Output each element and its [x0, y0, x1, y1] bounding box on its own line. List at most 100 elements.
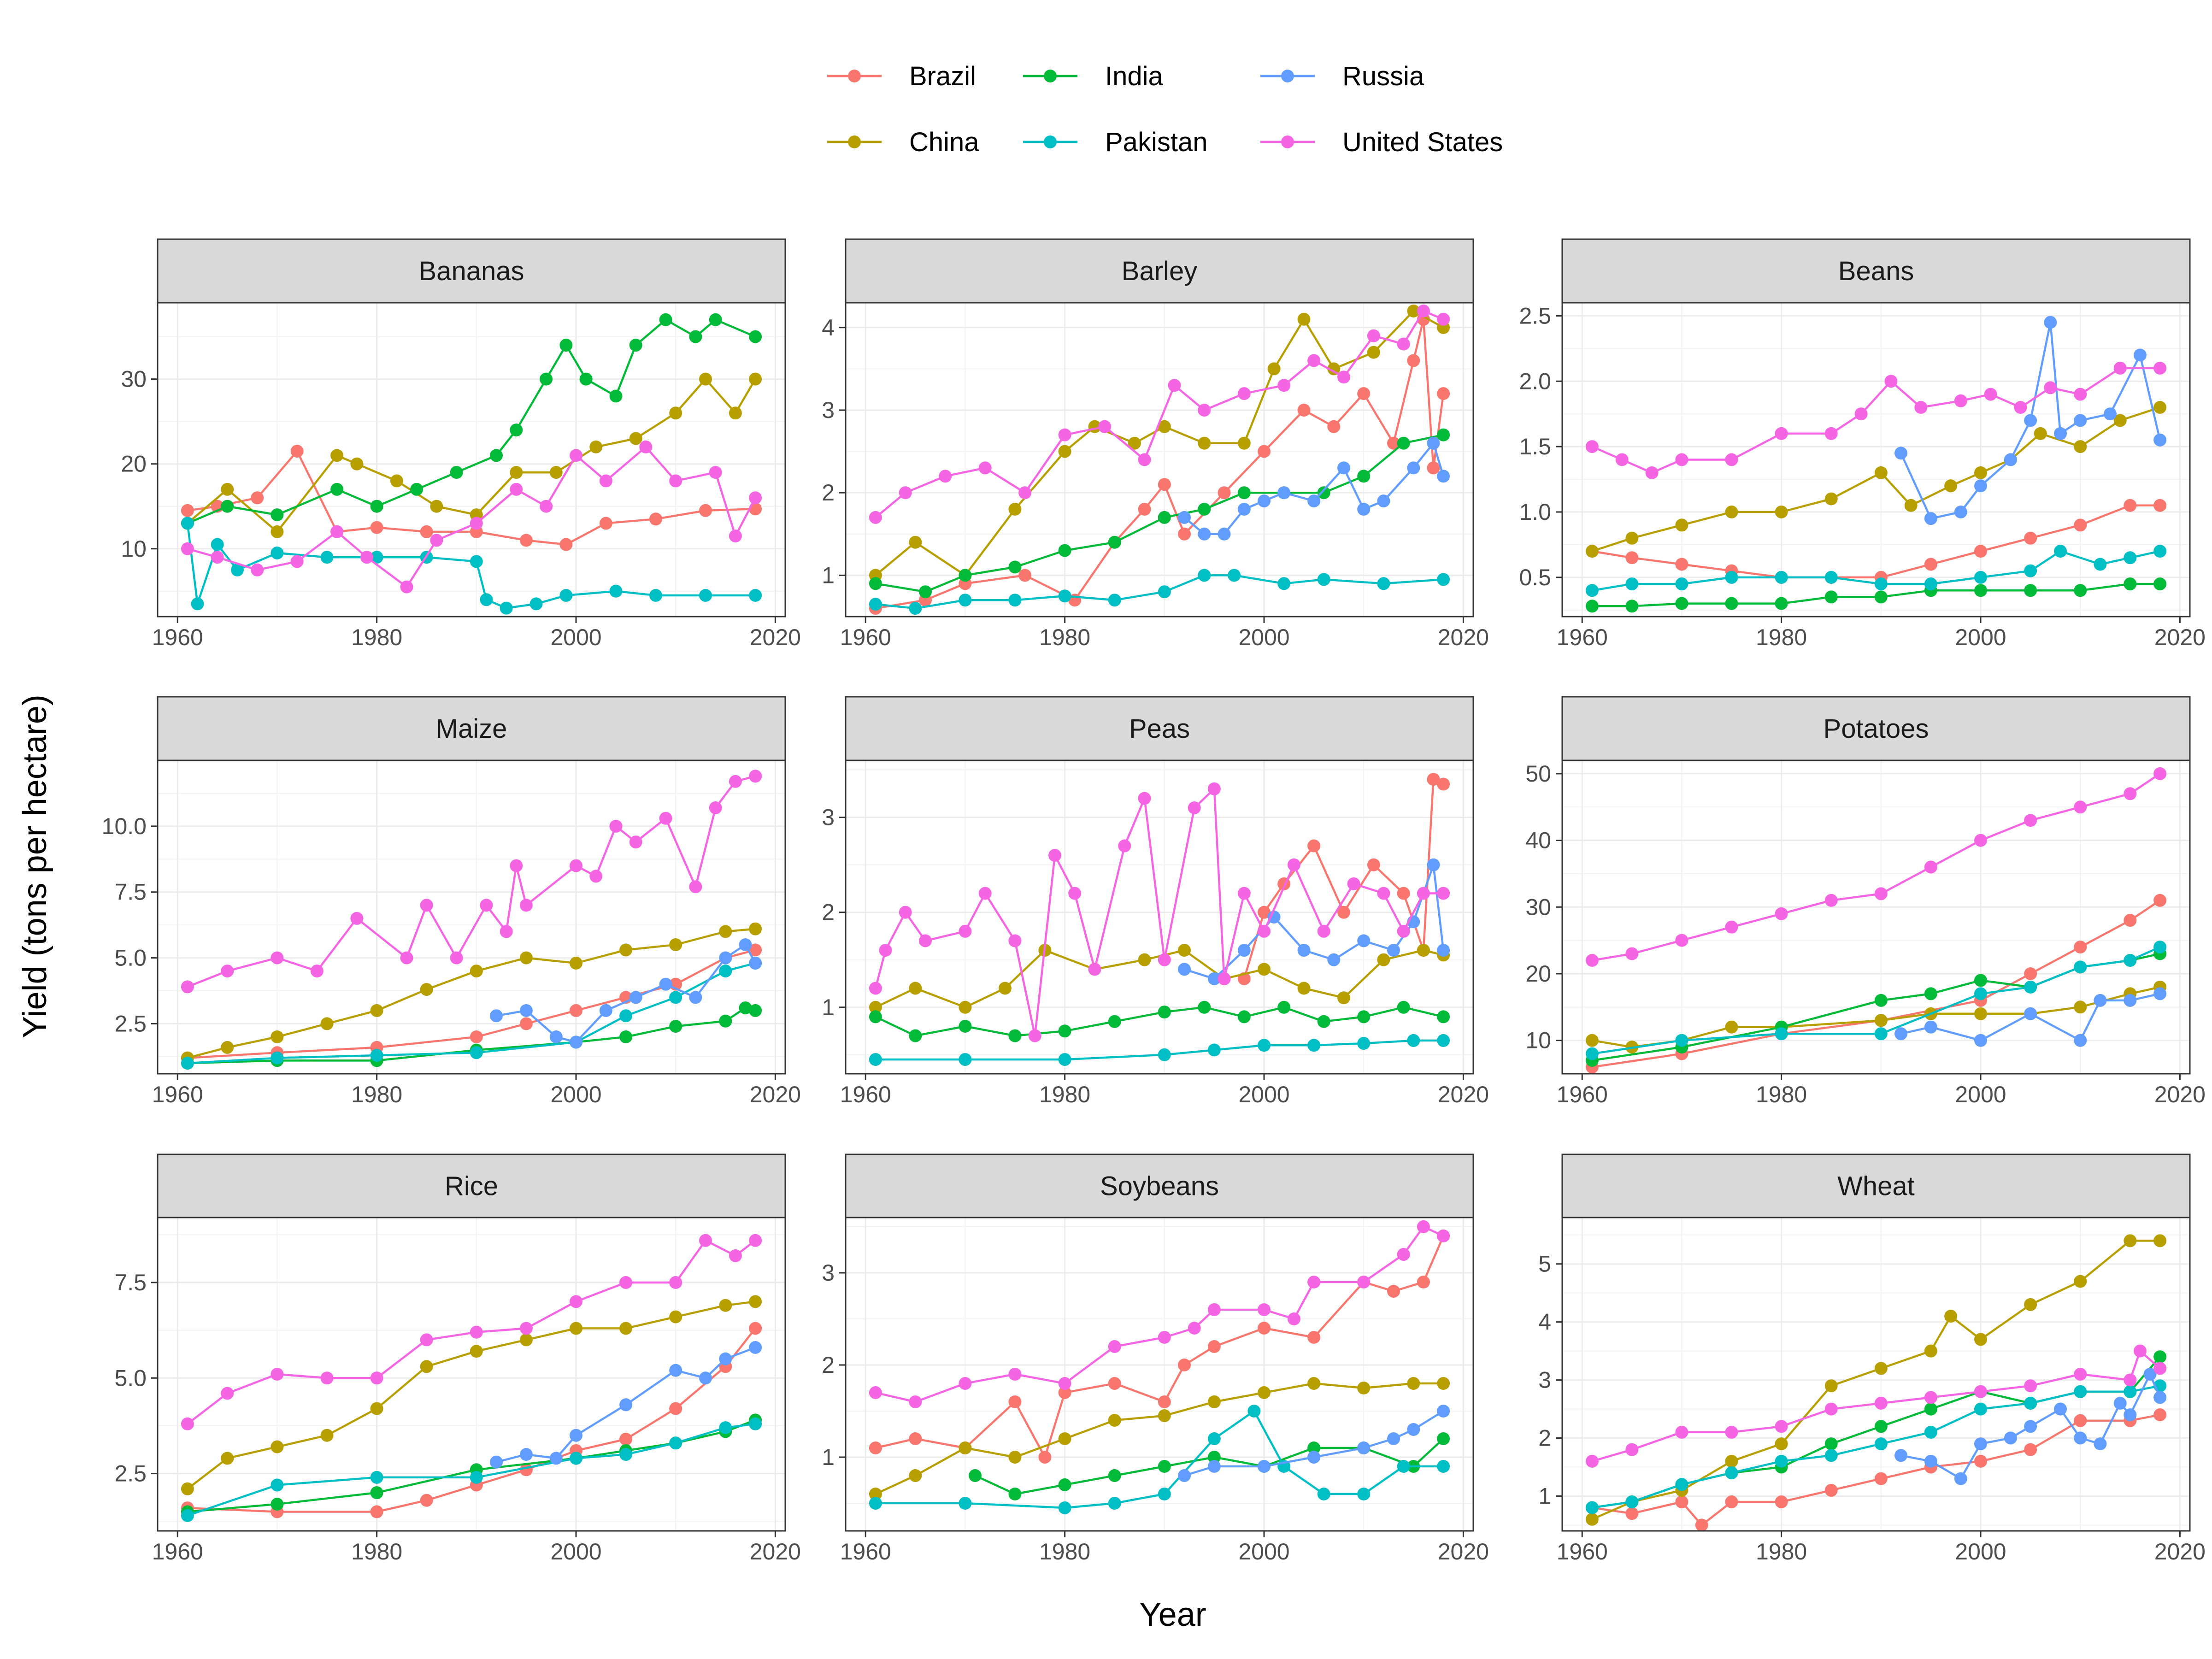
data-point [1008, 1488, 1022, 1500]
data-point [1775, 1437, 1788, 1451]
data-point [549, 1452, 563, 1465]
data-point [2124, 954, 2137, 967]
data-point [2153, 1350, 2167, 1364]
data-point [599, 474, 612, 488]
data-point [1337, 906, 1350, 919]
data-point [1675, 518, 1688, 532]
data-point [1675, 1425, 1688, 1439]
legend-key-point [848, 135, 861, 148]
data-point [1058, 544, 1071, 557]
data-point [1247, 1405, 1261, 1418]
data-point [959, 1020, 972, 1033]
data-point [470, 517, 483, 530]
series-china [1585, 401, 2167, 558]
legend-item-pakistan: Pakistan [1023, 127, 1207, 157]
data-point [1258, 1303, 1271, 1316]
data-point [689, 991, 702, 1004]
data-point [1585, 584, 1599, 597]
data-point [619, 1276, 633, 1289]
data-point [1924, 987, 1937, 1000]
series-china [181, 372, 762, 538]
facet-title: Soybeans [1100, 1171, 1219, 1201]
data-point [1317, 486, 1330, 500]
y-tick-label: 30 [121, 366, 147, 392]
data-point [619, 1398, 633, 1412]
data-point [1625, 600, 1639, 613]
axes: 1960 1980 2000 2020 0.5 1.0 1.5 2.0 2.5 [1519, 303, 2206, 650]
data-point [1675, 1495, 1688, 1508]
data-point [1158, 1006, 1171, 1019]
data-point [998, 982, 1012, 995]
data-point [1277, 486, 1291, 500]
data-point [1377, 577, 1390, 590]
data-point [1377, 953, 1390, 966]
data-point [619, 1322, 633, 1335]
data-point [1775, 1420, 1788, 1433]
data-point [519, 1017, 533, 1030]
data-point [729, 529, 742, 543]
data-point [570, 1035, 582, 1049]
data-point [1625, 1443, 1639, 1456]
data-point [519, 534, 533, 547]
data-point [420, 1494, 433, 1507]
data-point [579, 372, 593, 386]
series-layer [181, 313, 762, 615]
y-tick-label: 4 [1538, 1309, 1551, 1335]
data-point [519, 1322, 533, 1335]
x-tick-label: 1960 [1557, 1539, 1608, 1565]
data-point [1207, 1043, 1221, 1057]
data-point [1874, 1420, 1888, 1433]
data-point [1974, 1437, 1987, 1451]
data-point [2024, 1007, 2037, 1020]
data-point [1675, 453, 1688, 466]
data-point [1178, 1359, 1191, 1371]
data-point [1974, 1333, 1987, 1346]
x-tick-label: 1960 [840, 1539, 891, 1565]
panel-soybeans: Soybeans 1960 1980 2000 2020 1 2 3 [822, 1153, 1489, 1565]
data-point [290, 445, 304, 458]
data-point [909, 1469, 922, 1482]
data-point [1218, 972, 1231, 985]
data-point [2124, 499, 2137, 512]
data-point [420, 899, 433, 912]
data-point [1237, 1010, 1251, 1024]
data-point [1367, 329, 1380, 342]
data-point [2054, 545, 2067, 558]
x-axis-title: Year [1139, 1596, 1206, 1633]
data-point [869, 982, 882, 995]
x-tick-label: 1980 [1039, 1539, 1090, 1565]
x-tick-label: 2000 [1238, 1082, 1289, 1107]
data-point [1417, 1276, 1430, 1288]
data-point [2153, 894, 2167, 907]
data-point [370, 551, 383, 564]
data-point [1874, 1472, 1888, 1485]
data-point [2074, 1368, 2087, 1381]
data-point [290, 555, 304, 568]
data-point [1874, 1362, 1888, 1375]
data-point [669, 1364, 682, 1377]
panel-rice: Rice 1960 1980 2000 2020 2.5 5.0 7.5 [114, 1153, 801, 1565]
data-point [1725, 1466, 1738, 1480]
data-point [2153, 499, 2167, 512]
data-point [1437, 428, 1450, 441]
data-point [470, 1345, 483, 1358]
data-point [1725, 597, 1738, 610]
panel-beans: Beans 1960 1980 2000 2020 0.5 1.0 1.5 2.0 2.5 [1519, 238, 2206, 650]
data-point [909, 535, 922, 549]
y-tick-label: 1.5 [1519, 434, 1551, 459]
data-point [2113, 361, 2127, 375]
panel-border [157, 759, 786, 1075]
x-tick-label: 2000 [550, 624, 601, 650]
legend-label: United States [1342, 127, 1503, 157]
data-point [2074, 518, 2087, 532]
data-point [1058, 1053, 1071, 1066]
data-point [1237, 387, 1251, 400]
data-point [1158, 420, 1171, 433]
panel-potatoes: Potatoes 1960 1980 2000 2020 10 20 30 40 50 [1525, 696, 2206, 1107]
legend-key-point [848, 70, 861, 82]
series-layer [1585, 767, 2167, 1074]
series-pakistan [869, 1405, 1450, 1514]
data-point [1048, 849, 1061, 862]
series-line [875, 1039, 1444, 1061]
